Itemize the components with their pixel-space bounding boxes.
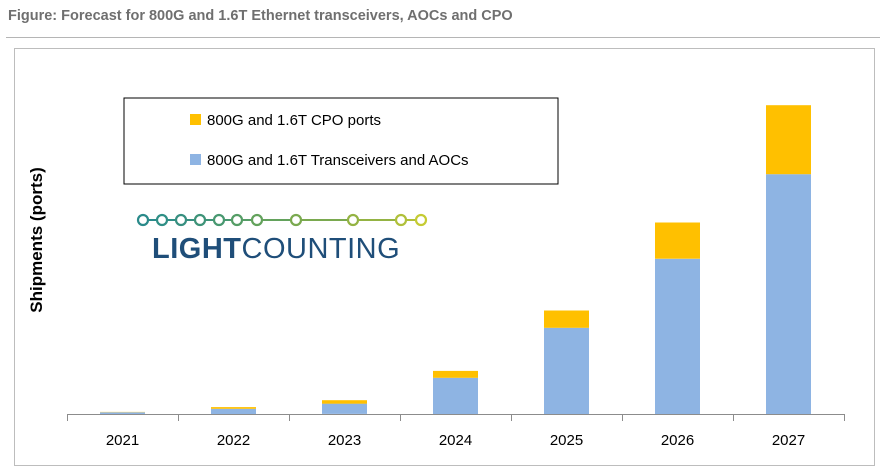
logo-chain-node bbox=[212, 213, 226, 227]
logo-chain-node bbox=[414, 213, 428, 227]
logo-chain-node bbox=[136, 213, 150, 227]
logo-text-bold: LIGHT bbox=[152, 233, 242, 265]
bar-transceivers-2026 bbox=[655, 258, 700, 415]
x-tick-label-2022: 2022 bbox=[217, 432, 250, 449]
legend: 800G and 1.6T CPO ports 800G and 1.6T Tr… bbox=[123, 97, 559, 185]
x-tick-label-2026: 2026 bbox=[661, 432, 694, 449]
bar-cpo-2022 bbox=[211, 407, 256, 409]
logo-chain-node bbox=[250, 213, 264, 227]
legend-swatch-transceivers bbox=[190, 154, 201, 165]
logo-chain-node bbox=[394, 213, 408, 227]
logo-chain-node bbox=[193, 213, 207, 227]
figure-title: Figure: Forecast for 800G and 1.6T Ether… bbox=[8, 8, 513, 24]
bar-transceivers-2024 bbox=[433, 377, 478, 414]
legend-swatch-cpo bbox=[190, 114, 201, 125]
bar-transceivers-2023 bbox=[322, 403, 367, 414]
bars-group bbox=[100, 105, 811, 415]
legend-label-transceivers: 800G and 1.6T Transceivers and AOCs bbox=[207, 152, 469, 169]
logo-chain-node bbox=[174, 213, 188, 227]
logo-text-regular: COUNTING bbox=[242, 233, 401, 265]
legend-label-cpo: 800G and 1.6T CPO ports bbox=[207, 112, 381, 129]
bar-transceivers-2021 bbox=[100, 412, 145, 414]
chart-canvas: Shipments (ports) 2021 2022 2023 2024 2025 20… bbox=[27, 97, 845, 449]
bar-cpo-2023 bbox=[322, 400, 367, 404]
x-tick-label-2023: 2023 bbox=[328, 432, 361, 449]
logo-chain-node bbox=[230, 213, 244, 227]
x-tick-label-2025: 2025 bbox=[550, 432, 583, 449]
bar-cpo-2024 bbox=[433, 370, 478, 378]
logo-chain-graphic bbox=[136, 213, 428, 227]
logo-chain-node bbox=[346, 213, 360, 227]
x-axis: 2021 2022 2023 2024 2025 2026 2027 bbox=[67, 414, 845, 449]
bar-cpo-2026 bbox=[655, 222, 700, 259]
title-divider bbox=[6, 37, 880, 38]
bar-transceivers-2025 bbox=[544, 327, 589, 415]
x-tick-label-2024: 2024 bbox=[439, 432, 472, 449]
bar-cpo-2027 bbox=[766, 105, 811, 175]
x-tick-label-2021: 2021 bbox=[106, 432, 139, 449]
bar-cpo-2025 bbox=[544, 310, 589, 328]
logo-chain-node bbox=[155, 213, 169, 227]
logo-text: LIGHTCOUNTING bbox=[152, 233, 400, 265]
logo-chain-node bbox=[289, 213, 303, 227]
y-axis-label: Shipments (ports) bbox=[27, 167, 46, 312]
chart-frame: Shipments (ports) 2021 2022 2023 2024 2025 20… bbox=[14, 48, 875, 466]
x-tick-label-2027: 2027 bbox=[772, 432, 805, 449]
legend-box bbox=[123, 97, 559, 185]
bar-transceivers-2027 bbox=[766, 174, 811, 414]
lightcounting-logo: LIGHTCOUNTING bbox=[136, 213, 428, 265]
bar-transceivers-2022 bbox=[211, 408, 256, 414]
